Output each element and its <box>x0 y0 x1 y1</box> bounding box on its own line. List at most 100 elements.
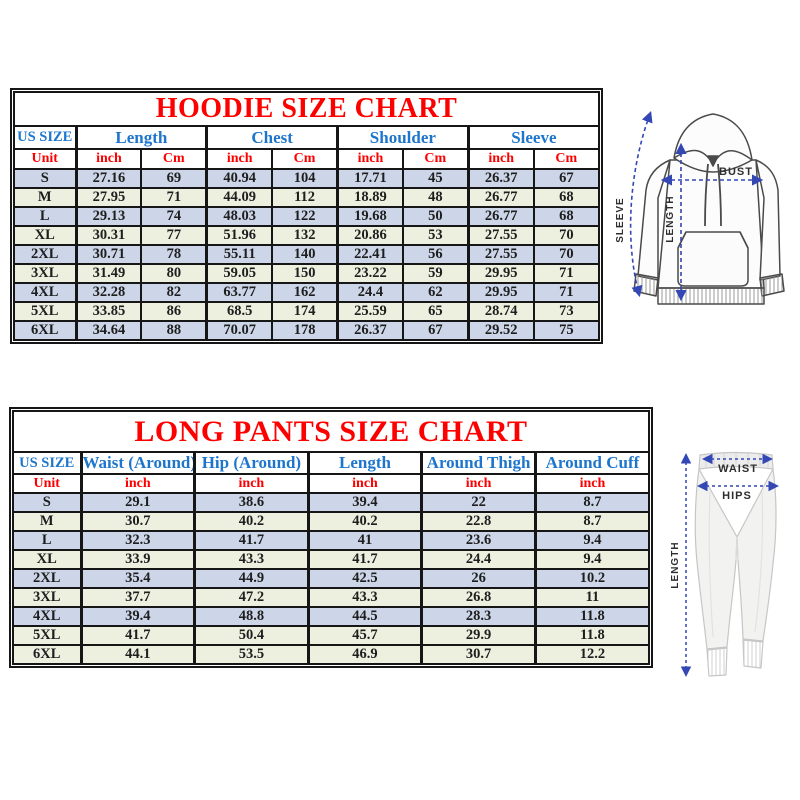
value-cell: 38.6 <box>193 492 310 513</box>
value-cell: 29.9 <box>420 625 537 646</box>
value-cell: 44.09 <box>205 187 274 208</box>
value-cell: 67 <box>401 320 470 341</box>
unit-cell: inch <box>74 148 143 170</box>
size-cell: 3XL <box>12 587 82 608</box>
size-cell: M <box>13 187 77 208</box>
value-cell: 42.5 <box>306 568 423 589</box>
table-row: 2XL 35.4 44.9 42.5 26 10.2 <box>12 568 650 589</box>
value-cell: 32.28 <box>74 282 143 303</box>
table-row: XL 30.31 77 51.96 132 20.86 53 27.55 70 <box>13 225 601 246</box>
value-cell: 68 <box>532 187 601 208</box>
table-row: 6XL 34.64 88 70.07 178 26.37 67 29.52 75 <box>13 320 601 341</box>
unit-cell: Cm <box>532 148 601 170</box>
size-cell: L <box>12 530 82 551</box>
column-header: Length <box>74 125 208 150</box>
column-header: Around Cuff <box>533 451 650 475</box>
value-cell: 29.95 <box>466 282 535 303</box>
value-cell: 23.6 <box>420 530 537 551</box>
size-cell: 2XL <box>12 568 82 589</box>
column-header: US SIZE <box>12 451 82 475</box>
chart-title-row: LONG PANTS SIZE CHART <box>12 410 650 453</box>
column-header: Shoulder <box>336 125 470 150</box>
value-cell: 68.5 <box>205 301 274 322</box>
value-cell: 50.4 <box>193 625 310 646</box>
table-row: 5XL 41.7 50.4 45.7 29.9 11.8 <box>12 625 650 646</box>
column-header: Hip (Around) <box>193 451 310 475</box>
value-cell: 174 <box>271 301 339 322</box>
bust-label: BUST <box>719 166 753 178</box>
length-label: LENGTH <box>665 195 676 242</box>
value-cell: 8.7 <box>533 492 650 513</box>
value-cell: 48.03 <box>205 206 274 227</box>
value-cell: 43.3 <box>306 587 423 608</box>
pants-diagram: WAIST HIPS LENGTH <box>670 451 779 677</box>
size-cell: 3XL <box>13 263 77 284</box>
pants-size-chart-section: LONG PANTS SIZE CHART US SIZE Waist (Arou… <box>9 407 653 668</box>
unit-cell: Cm <box>140 148 208 170</box>
hoodie-garment <box>633 113 785 305</box>
unit-cell: inch <box>533 473 650 494</box>
hoodie-size-table: HOODIE SIZE CHART US SIZE Length Chest Shou… <box>13 91 601 341</box>
value-cell: 11.8 <box>533 625 650 646</box>
value-cell: 27.55 <box>466 225 535 246</box>
column-header-row: US SIZE Waist (Around) Hip (Around) Length A… <box>12 451 650 475</box>
value-cell: 29.1 <box>79 492 196 513</box>
value-cell: 9.4 <box>533 530 650 551</box>
value-cell: 34.64 <box>74 320 143 341</box>
value-cell: 48.8 <box>193 606 310 627</box>
value-cell: 63.77 <box>205 282 274 303</box>
value-cell: 112 <box>271 187 339 208</box>
unit-cell: Cm <box>271 148 339 170</box>
value-cell: 41.7 <box>79 625 196 646</box>
column-header: Around Thigh <box>420 451 537 475</box>
value-cell: 28.74 <box>466 301 535 322</box>
table-row: 4XL 32.28 82 63.77 162 24.4 62 29.95 71 <box>13 282 601 303</box>
value-cell: 122 <box>271 206 339 227</box>
value-cell: 29.52 <box>466 320 535 341</box>
value-cell: 40.94 <box>205 168 274 189</box>
value-cell: 67 <box>532 168 601 189</box>
value-cell: 41.7 <box>306 549 423 570</box>
value-cell: 40.2 <box>193 511 310 532</box>
value-cell: 75 <box>532 320 601 341</box>
unit-cell: inch <box>205 148 274 170</box>
value-cell: 45.7 <box>306 625 423 646</box>
hoodie-measure-arrows <box>629 110 764 302</box>
sleeve-arrow <box>629 110 653 298</box>
value-cell: 30.31 <box>74 225 143 246</box>
hoodie-diagram: BUST LENGTH SLEEVE <box>615 110 785 305</box>
size-cell: 6XL <box>13 320 77 341</box>
value-cell: 39.4 <box>306 492 423 513</box>
value-cell: 44.9 <box>193 568 310 589</box>
table-row: M 27.95 71 44.09 112 18.89 48 26.77 68 <box>13 187 601 208</box>
value-cell: 55.11 <box>205 244 274 265</box>
value-cell: 59.05 <box>205 263 274 284</box>
column-header: Length <box>306 451 423 475</box>
value-cell: 150 <box>271 263 339 284</box>
value-cell: 22.8 <box>420 511 537 532</box>
value-cell: 22.41 <box>335 244 404 265</box>
pants-chart-title: LONG PANTS SIZE CHART <box>12 410 650 453</box>
hoodie-table-head: HOODIE SIZE CHART US SIZE Length Chest Shou… <box>13 91 601 170</box>
chart-title-row: HOODIE SIZE CHART <box>13 91 600 127</box>
value-cell: 20.86 <box>335 225 404 246</box>
sleeve-label: SLEEVE <box>615 197 626 242</box>
value-cell: 27.95 <box>74 187 143 208</box>
column-header: Sleeve <box>466 125 600 150</box>
value-cell: 29.13 <box>74 206 143 227</box>
hips-label: HIPS <box>722 490 752 502</box>
value-cell: 59 <box>401 263 470 284</box>
value-cell: 162 <box>271 282 339 303</box>
value-cell: 31.49 <box>74 263 143 284</box>
value-cell: 35.4 <box>79 568 196 589</box>
value-cell: 24.4 <box>420 549 537 570</box>
value-cell: 9.4 <box>533 549 650 570</box>
waist-label: WAIST <box>718 463 758 475</box>
value-cell: 28.3 <box>420 606 537 627</box>
table-row: 4XL 39.4 48.8 44.5 28.3 11.8 <box>12 606 650 627</box>
value-cell: 22 <box>420 492 537 513</box>
value-cell: 25.59 <box>335 301 404 322</box>
unit-row: Unit inch Cm inch Cm inch Cm inch Cm <box>13 148 601 170</box>
value-cell: 71 <box>140 187 208 208</box>
pants-measure-arrows <box>680 453 779 677</box>
